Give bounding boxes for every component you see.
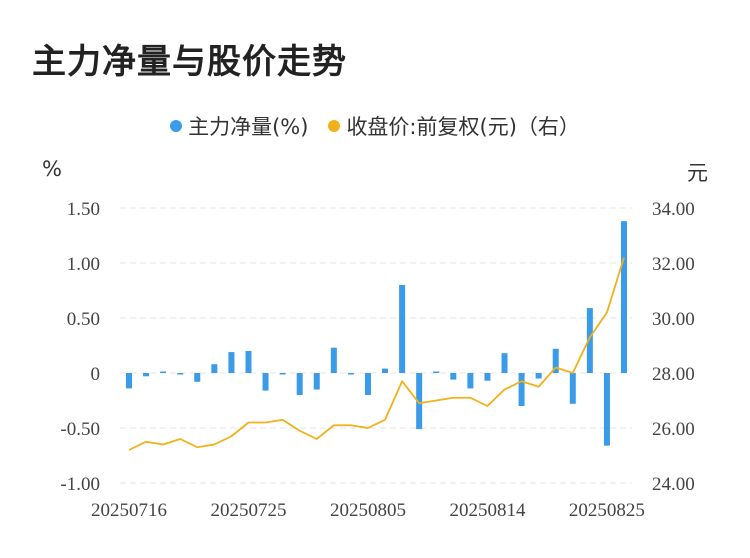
grid-layer <box>120 207 632 484</box>
bar <box>364 373 371 395</box>
bar <box>399 285 406 373</box>
bar <box>160 371 167 373</box>
y-left-tick-label: 0 <box>91 364 101 385</box>
y-right-tick-label: 32.00 <box>652 254 695 275</box>
bar <box>194 373 201 382</box>
bar <box>552 348 559 373</box>
left-axis-unit: % <box>42 157 62 181</box>
bar <box>177 373 184 375</box>
bar <box>484 373 491 381</box>
bar <box>621 221 627 373</box>
legend: 主力净量(%) 收盘价:前复权(元)（右） <box>0 111 750 141</box>
bar <box>433 371 440 373</box>
y-right-tick-label: 28.00 <box>652 364 695 385</box>
bar <box>296 373 303 395</box>
y-left-tick-label: 0.50 <box>67 309 100 330</box>
y-left-tick-label: 1.00 <box>67 254 100 275</box>
bar <box>245 351 252 373</box>
legend-dot-line <box>328 120 341 132</box>
bar <box>313 373 320 390</box>
chart-title: 主力净量与股价走势 <box>32 42 347 82</box>
bar <box>382 368 389 373</box>
close-price-line <box>128 257 625 451</box>
bar <box>228 352 235 373</box>
legend-item-main-net[interactable]: 主力净量(%) <box>170 111 308 141</box>
bar <box>535 373 542 379</box>
bar <box>501 353 508 373</box>
bar <box>279 373 286 375</box>
bar <box>143 373 150 377</box>
y-right-tick-label: 24.00 <box>652 474 695 495</box>
y-right-tick-label: 26.00 <box>652 419 695 440</box>
bar <box>518 373 525 406</box>
x-tick-label: 20250825 <box>569 500 645 521</box>
legend-dot-bars <box>170 120 183 132</box>
bar <box>450 373 457 380</box>
y-right-tick-label: 30.00 <box>652 309 695 330</box>
x-tick-label: 20250716 <box>91 500 167 521</box>
y-left-tick-label: -1.00 <box>60 474 100 495</box>
x-tick-label: 20250814 <box>449 500 526 521</box>
bar <box>569 373 576 404</box>
bar-series <box>126 221 627 446</box>
legend-label-main-net: 主力净量(%) <box>188 115 309 139</box>
bar <box>586 308 593 373</box>
legend-label-close-price: 收盘价:前复权(元)（右） <box>346 115 580 139</box>
x-tick-label: 20250805 <box>330 500 406 521</box>
bar <box>211 364 218 373</box>
bar <box>330 347 337 373</box>
line-series <box>128 257 625 451</box>
bar <box>467 373 474 389</box>
bar <box>126 373 132 389</box>
y-right-tick-label: 34.00 <box>652 199 695 220</box>
bar <box>262 373 269 391</box>
axis-labels: 1.50 34.00 1.00 32.00 0.50 30.00 0 28.00 -0.50 26… <box>60 199 694 521</box>
right-axis-unit: 元 <box>687 161 708 185</box>
bar <box>347 373 354 375</box>
bar <box>416 373 423 430</box>
y-left-tick-label: -0.50 <box>60 419 100 440</box>
legend-item-close-price[interactable]: 收盘价:前复权(元)（右） <box>328 111 580 141</box>
x-tick-label: 20250725 <box>210 500 286 521</box>
bar <box>603 373 610 446</box>
y-left-tick-label: 1.50 <box>67 199 100 220</box>
